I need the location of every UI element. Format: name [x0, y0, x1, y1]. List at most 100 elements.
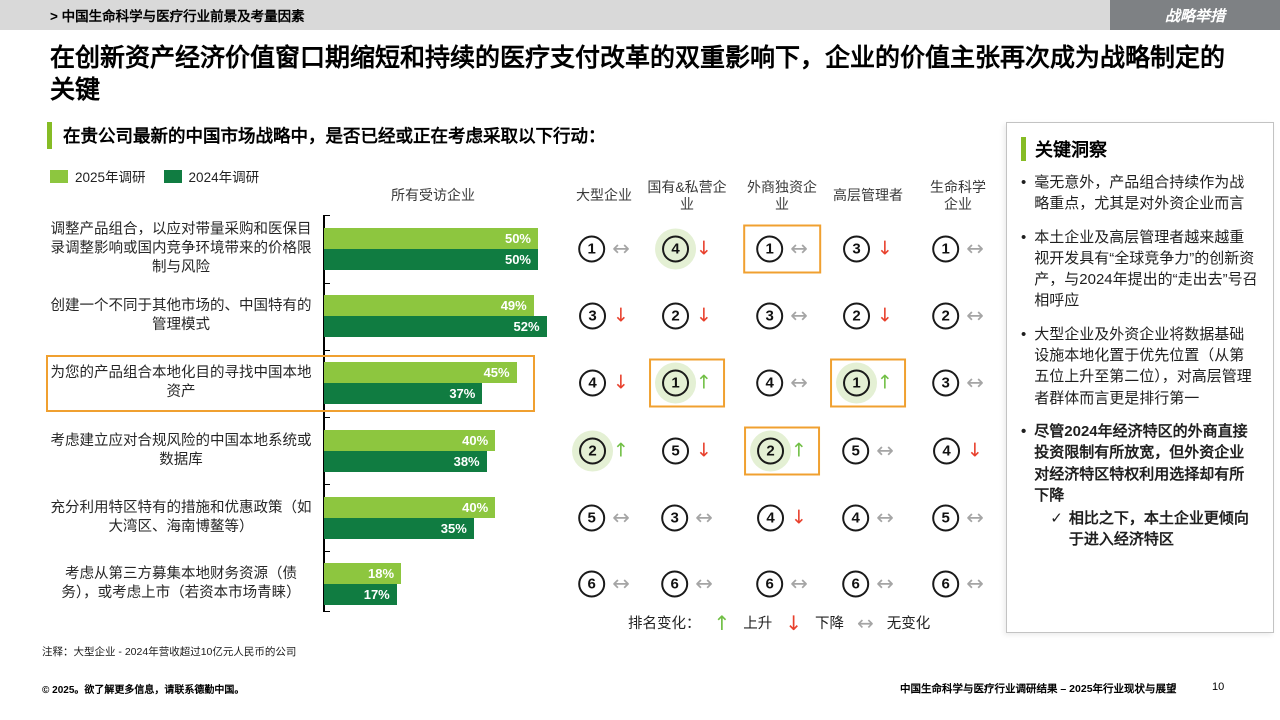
column-header-6: 生命科学企业 [930, 178, 986, 213]
insight-sub-item: ✓ 相比之下，本土企业更倾向于进入经济特区 [1050, 508, 1258, 551]
insight-item: • 毫无意外，产品组合持续作为战略重点，尤其是对外资企业而言 [1021, 172, 1258, 215]
rank-number: 3 [932, 369, 960, 397]
insight-sub-text: 相比之下，本土企业更倾向于进入经济特区 [1068, 510, 1249, 549]
rank-cell: 1 ↔ [932, 235, 984, 263]
bar-2025: 50% [324, 228, 538, 249]
rank-number: 1 [932, 235, 960, 263]
rank-legend-up-label: 上升 [743, 616, 773, 632]
rank-cell: 4 ↓ [757, 504, 807, 532]
rank-cell: 6 ↔ [756, 570, 808, 598]
rank-circle: 5 [842, 437, 870, 465]
bar-2024: 35% [324, 518, 474, 539]
bar-group: 40% 35% [324, 497, 496, 539]
rank-no-change-arrow-icon: ↔ [695, 505, 713, 530]
bar-group: 18% 17% [324, 563, 402, 605]
rank-no-change-arrow-icon: ↔ [790, 236, 808, 261]
rank-no-change-arrow-icon: ↔ [966, 303, 984, 328]
insight-item-body: 大型企业及外资企业将数据基础设施本地化置于优先位置（从第五位上升至第二位），对高… [1034, 324, 1258, 409]
bar-value-label: 45% [483, 365, 510, 380]
rank-cell: 2 ↑ [744, 426, 820, 476]
section-badge: 战略举措 [1110, 0, 1280, 30]
bar-group: 49% 52% [324, 295, 547, 337]
rank-number: 1 [655, 362, 697, 404]
legend-label-2025: 2025年调研 [75, 170, 146, 185]
rank-circle: 5 [662, 437, 690, 465]
rank-down-arrow-icon: ↓ [791, 506, 807, 529]
bar-group: 45% 37% [324, 362, 517, 404]
rank-circle: 4 [757, 504, 785, 532]
rank-cell: 5 ↓ [662, 437, 712, 465]
category-label: 充分利用特区特有的措施和优惠政策（如大湾区、海南博鳌等） [50, 499, 312, 535]
rank-up-arrow-icon: ↑ [791, 439, 807, 462]
rank-no-change-arrow-icon: ↔ [876, 571, 894, 596]
rank-circle: 4 [933, 437, 961, 465]
rank-cell: 2 ↔ [932, 302, 984, 330]
rank-number: 5 [932, 504, 960, 532]
insight-item: • 尽管2024年经济特区的外商直接投资限制有所放宽，但外资企业对经济特区特权利用… [1021, 421, 1258, 551]
category-label: 调整产品组合，以应对带量采购和医保目录调整影响或国内竞争环境带来的价格限制与风险 [50, 221, 312, 276]
rank-cell: 6 ↔ [842, 570, 894, 598]
insight-text: 本土企业及高层管理者越来越重视开发具有“全球竞争力”的创新资产，与2024年提出… [1034, 228, 1258, 310]
bullet-icon: • [1021, 325, 1027, 343]
rank-legend-label: 排名变化： [628, 616, 701, 632]
rank-circle: 1 [932, 235, 960, 263]
bar-value-label: 49% [500, 298, 527, 313]
up-arrow-icon: ↑ [713, 610, 731, 635]
rank-circle: 6 [756, 570, 784, 598]
rank-cell: 5 ↔ [578, 504, 630, 532]
bar-value-label: 17% [363, 587, 390, 602]
bar-2025: 49% [324, 295, 534, 316]
axis-tick [323, 417, 330, 418]
category-label: 考虑建立应对合规风险的中国本地系统或数据库 [50, 432, 312, 468]
category-label: 考虑从第三方募集本地财务资源（债务），或考虑上市（若资本市场青睐） [61, 565, 301, 601]
rank-number: 1 [756, 235, 784, 263]
rank-down-arrow-icon: ↓ [967, 439, 983, 462]
rank-no-change-arrow-icon: ↔ [876, 438, 894, 463]
rank-no-change-arrow-icon: ↔ [876, 505, 894, 530]
rank-circle: 6 [842, 570, 870, 598]
legend-swatch-2024 [163, 169, 182, 183]
rank-down-arrow-icon: ↓ [613, 371, 629, 394]
rank-number: 3 [579, 302, 607, 330]
rank-down-arrow-icon: ↓ [613, 304, 629, 327]
rank-number: 2 [932, 302, 960, 330]
footer-source: 中国生命科学与医疗行业调研结果 – 2025年行业现状与展望 [900, 683, 1177, 695]
page-title: 在创新资产经济价值窗口期缩短和持续的医疗支付改革的双重影响下，企业的价值主张再次… [50, 44, 1226, 104]
column-header-2: 大型企业 [576, 187, 632, 204]
bar-2025: 45% [324, 362, 517, 383]
rank-no-change-arrow-icon: ↔ [612, 505, 630, 530]
rank-no-change-arrow-icon: ↔ [612, 236, 630, 261]
bar-2024: 52% [324, 316, 547, 337]
bullet-icon: • [1021, 422, 1027, 440]
rank-cell: 3 ↔ [661, 504, 713, 532]
rank-circle: 2 [579, 437, 607, 465]
bar-value-label: 35% [440, 521, 467, 536]
bar-value-label: 18% [368, 566, 395, 581]
survey-question: 在贵公司最新的中国市场战略中，是否已经或正在考虑采取以下行动： [47, 122, 606, 149]
bar-group: 50% 50% [324, 228, 538, 270]
rank-no-change-arrow-icon: ↔ [790, 303, 808, 328]
rank-number: 4 [842, 504, 870, 532]
rank-no-change-arrow-icon: ↔ [612, 571, 630, 596]
rank-number: 5 [578, 504, 606, 532]
rank-no-change-arrow-icon: ↔ [695, 571, 713, 596]
axis-tick [323, 283, 330, 284]
rank-cell: 1 ↔ [578, 235, 630, 263]
rank-circle: 3 [579, 302, 607, 330]
rank-cell: 3 ↓ [843, 235, 893, 263]
key-insights-header: 关键洞察 [1021, 136, 1258, 162]
footnote: 注释：大型企业 - 2024年营收超过10亿元人民币的公司 [42, 646, 297, 658]
column-header-3: 国有&私营企业 [647, 178, 727, 213]
insight-item-body: 本土企业及高层管理者越来越重视开发具有“全球竞争力”的创新资产，与2024年提出… [1034, 227, 1258, 312]
rank-circle: 1 [578, 235, 606, 263]
rank-number: 6 [932, 570, 960, 598]
rank-no-change-arrow-icon: ↔ [966, 571, 984, 596]
insight-item: • 大型企业及外资企业将数据基础设施本地化置于优先位置（从第五位上升至第二位），对… [1021, 324, 1258, 409]
chart-legend: 2025年调研 2024年调研 [50, 166, 259, 186]
rank-number: 3 [661, 504, 689, 532]
bar-value-label: 37% [449, 386, 476, 401]
rank-cell: 5 ↔ [932, 504, 984, 532]
key-insights-title: 关键洞察 [1035, 140, 1107, 160]
legend-swatch-2025 [50, 169, 68, 183]
rank-down-arrow-icon: ↓ [877, 304, 893, 327]
